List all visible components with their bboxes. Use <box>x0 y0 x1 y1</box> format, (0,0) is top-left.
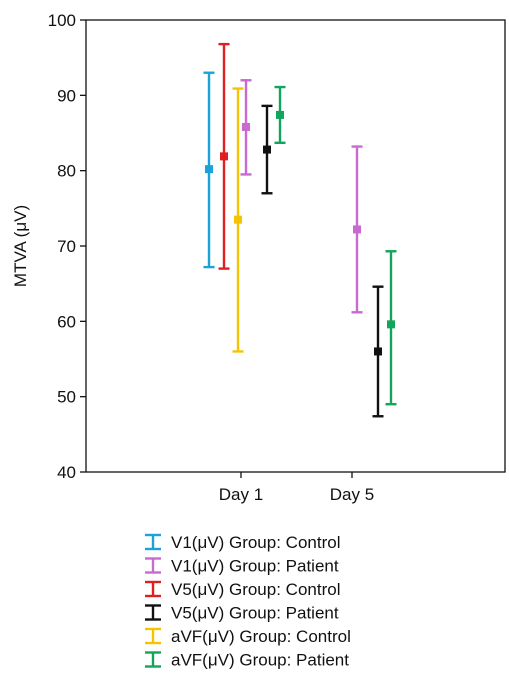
error-bar <box>218 42 230 270</box>
mean-marker <box>263 145 271 154</box>
legend-item: V5(μV) Group: Patient <box>145 604 339 623</box>
legend-label: V5(μV) Group: Control <box>171 580 340 599</box>
legend-label: V1(μV) Group: Control <box>171 533 340 552</box>
x-tick-label: Day 1 <box>219 485 263 504</box>
y-axis: 40 50 60 70 80 90 100 <box>48 11 86 482</box>
legend-item: aVF(μV) Group: Control <box>145 627 351 646</box>
legend-label: V1(μV) Group: Patient <box>171 557 339 576</box>
mean-marker <box>387 320 395 329</box>
error-bar <box>385 250 397 406</box>
y-tick-label: 40 <box>57 463 76 482</box>
plot-frame <box>85 19 506 473</box>
y-tick-label: 50 <box>57 388 76 407</box>
legend-item: V1(μV) Group: Control <box>145 533 340 552</box>
legend-label: aVF(μV) Group: Control <box>171 627 351 646</box>
y-tick-label: 90 <box>57 86 76 105</box>
error-bars <box>203 42 397 418</box>
legend-item: V5(μV) Group: Control <box>145 580 340 599</box>
x-tick-label: Day 5 <box>330 485 374 504</box>
mean-marker <box>276 110 284 119</box>
x-axis: Day 1 Day 5 <box>219 472 374 504</box>
error-bar <box>372 285 384 418</box>
mean-marker <box>220 152 228 161</box>
error-bar <box>240 79 252 176</box>
y-tick-label: 70 <box>57 237 76 256</box>
legend-item: aVF(μV) Group: Patient <box>145 651 349 670</box>
legend-label: V5(μV) Group: Patient <box>171 604 339 623</box>
error-bar <box>351 145 363 314</box>
error-bar <box>203 71 215 269</box>
mean-marker <box>353 225 361 234</box>
y-tick-label: 80 <box>57 162 76 181</box>
error-bar <box>274 85 286 144</box>
legend-item: V1(μV) Group: Patient <box>145 557 339 576</box>
legend: V1(μV) Group: Control V1(μV) Group: Patie… <box>145 533 351 670</box>
error-bar <box>232 87 244 353</box>
y-tick-label: 100 <box>48 11 76 30</box>
mean-marker <box>205 165 213 174</box>
mean-marker <box>242 122 250 131</box>
error-bar <box>261 104 273 195</box>
mean-marker <box>234 215 242 224</box>
mean-marker <box>374 347 382 356</box>
legend-label: aVF(μV) Group: Patient <box>171 651 349 670</box>
y-axis-title: MTVA (μV) <box>11 205 30 287</box>
plot-area <box>85 19 506 473</box>
y-tick-label: 60 <box>57 312 76 331</box>
